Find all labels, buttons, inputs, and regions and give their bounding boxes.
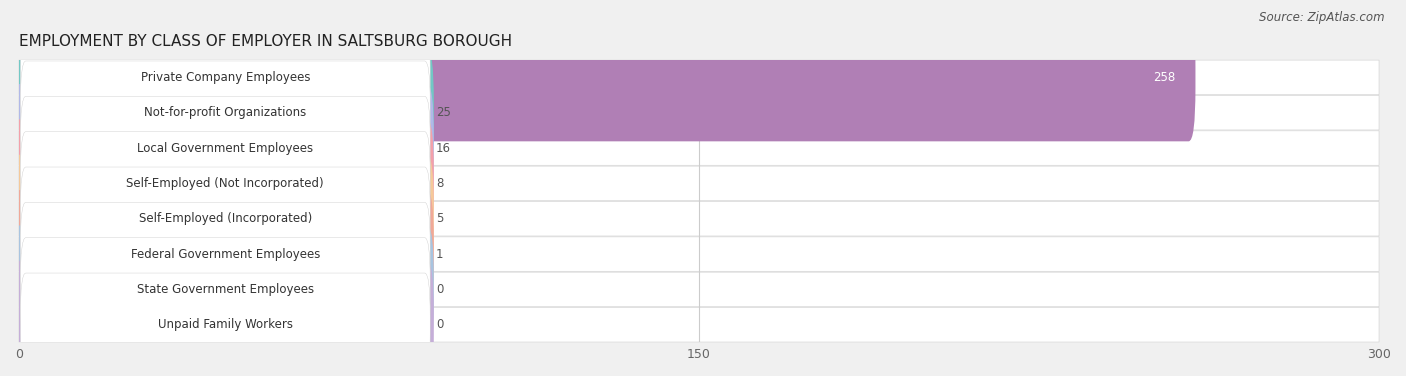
FancyBboxPatch shape [13, 226, 434, 353]
FancyBboxPatch shape [13, 190, 434, 318]
Text: Not-for-profit Organizations: Not-for-profit Organizations [145, 106, 307, 119]
Text: Private Company Employees: Private Company Employees [141, 71, 311, 84]
FancyBboxPatch shape [20, 96, 430, 200]
FancyBboxPatch shape [18, 237, 1379, 271]
Text: 25: 25 [436, 106, 451, 119]
Text: 0: 0 [436, 318, 443, 331]
Text: Source: ZipAtlas.com: Source: ZipAtlas.com [1260, 11, 1385, 24]
FancyBboxPatch shape [13, 261, 434, 376]
Text: 258: 258 [1153, 71, 1175, 84]
Text: Federal Government Employees: Federal Government Employees [131, 247, 321, 261]
FancyBboxPatch shape [18, 96, 1379, 130]
FancyBboxPatch shape [13, 84, 434, 212]
Text: Self-Employed (Incorporated): Self-Employed (Incorporated) [139, 212, 312, 225]
FancyBboxPatch shape [20, 132, 430, 235]
Text: EMPLOYMENT BY CLASS OF EMPLOYER IN SALTSBURG BOROUGH: EMPLOYMENT BY CLASS OF EMPLOYER IN SALTS… [20, 34, 512, 49]
FancyBboxPatch shape [20, 202, 430, 306]
FancyBboxPatch shape [20, 167, 430, 270]
Text: 0: 0 [436, 283, 443, 296]
FancyBboxPatch shape [18, 308, 1379, 342]
FancyBboxPatch shape [13, 155, 434, 283]
FancyBboxPatch shape [18, 131, 1379, 165]
FancyBboxPatch shape [18, 202, 1379, 236]
FancyBboxPatch shape [20, 61, 430, 164]
Text: Local Government Employees: Local Government Employees [138, 141, 314, 155]
Text: 8: 8 [436, 177, 443, 190]
Text: 1: 1 [436, 247, 443, 261]
FancyBboxPatch shape [13, 49, 434, 177]
FancyBboxPatch shape [18, 166, 1379, 201]
Text: 16: 16 [436, 141, 451, 155]
Text: State Government Employees: State Government Employees [136, 283, 314, 296]
FancyBboxPatch shape [20, 273, 430, 376]
FancyBboxPatch shape [20, 26, 430, 129]
Text: Self-Employed (Not Incorporated): Self-Employed (Not Incorporated) [127, 177, 325, 190]
Text: Unpaid Family Workers: Unpaid Family Workers [157, 318, 292, 331]
FancyBboxPatch shape [13, 120, 434, 247]
FancyBboxPatch shape [18, 60, 1379, 95]
Text: 5: 5 [436, 212, 443, 225]
FancyBboxPatch shape [13, 14, 1195, 141]
FancyBboxPatch shape [20, 238, 430, 341]
FancyBboxPatch shape [18, 272, 1379, 307]
